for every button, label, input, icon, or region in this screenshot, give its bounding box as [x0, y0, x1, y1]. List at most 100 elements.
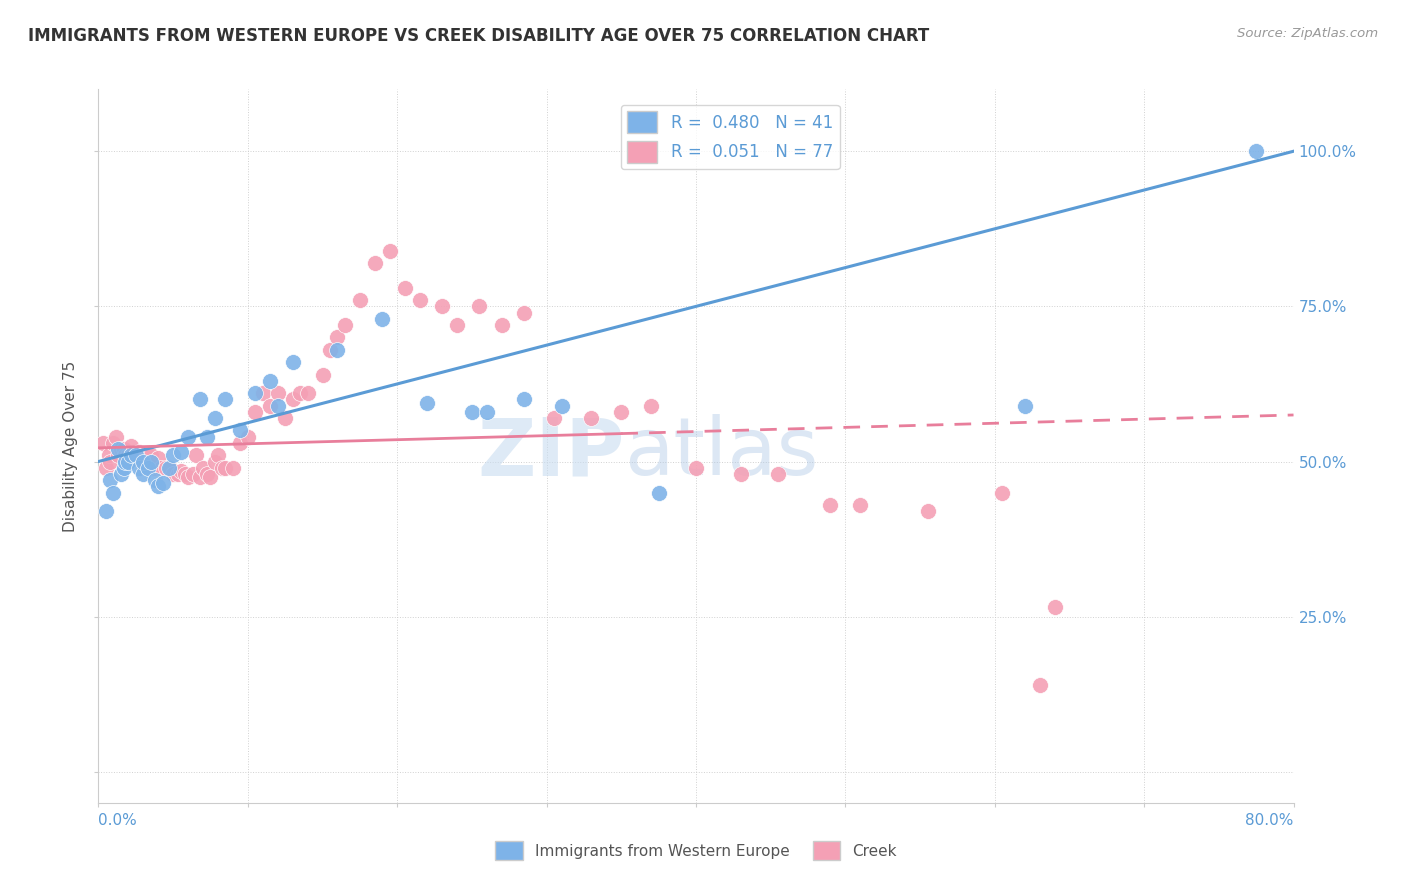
Text: Source: ZipAtlas.com: Source: ZipAtlas.com: [1237, 27, 1378, 40]
Point: [371, 311, 394, 326]
Point: [326, 330, 349, 344]
Point: [416, 395, 439, 409]
Point: [94, 460, 117, 475]
Point: [197, 467, 219, 481]
Point: [139, 454, 162, 468]
Point: [468, 299, 491, 313]
Point: [394, 281, 416, 295]
Point: [1244, 145, 1267, 159]
Point: [319, 343, 342, 357]
Point: [513, 392, 536, 407]
Point: [491, 318, 513, 332]
Point: [1043, 600, 1066, 615]
Point: [132, 454, 155, 468]
Point: [1028, 678, 1050, 692]
Text: 80.0%: 80.0%: [1246, 813, 1294, 828]
Point: [117, 448, 139, 462]
Point: [136, 460, 159, 475]
Point: [214, 460, 236, 475]
Point: [110, 467, 132, 481]
Point: [181, 467, 204, 481]
Point: [214, 392, 236, 407]
Point: [169, 445, 191, 459]
Point: [148, 479, 170, 493]
Point: [766, 467, 789, 481]
Point: [333, 318, 356, 332]
Point: [103, 485, 125, 500]
Point: [188, 470, 211, 484]
Point: [174, 467, 197, 481]
Point: [94, 504, 117, 518]
Point: [550, 399, 572, 413]
Point: [152, 476, 174, 491]
Point: [162, 448, 184, 462]
Point: [107, 442, 129, 456]
Point: [730, 467, 752, 481]
Point: [125, 448, 148, 462]
Point: [281, 355, 304, 369]
Point: [364, 256, 387, 270]
Point: [107, 448, 129, 462]
Point: [820, 498, 842, 512]
Point: [408, 293, 430, 308]
Point: [252, 386, 274, 401]
Point: [121, 451, 143, 466]
Point: [177, 430, 200, 444]
Point: [150, 460, 173, 475]
Point: [685, 460, 707, 475]
Point: [91, 436, 114, 450]
Point: [162, 467, 184, 481]
Text: ZIP: ZIP: [477, 414, 624, 492]
Point: [112, 442, 135, 456]
Point: [105, 430, 128, 444]
Point: [184, 448, 207, 462]
Point: [461, 405, 484, 419]
Point: [245, 405, 267, 419]
Point: [274, 411, 297, 425]
Point: [204, 454, 226, 468]
Point: [197, 430, 219, 444]
Point: [200, 470, 222, 484]
Point: [229, 436, 252, 450]
Point: [132, 454, 155, 468]
Point: [640, 399, 662, 413]
Point: [169, 464, 191, 478]
Point: [114, 454, 136, 468]
Point: [610, 405, 633, 419]
Point: [128, 445, 150, 459]
Point: [142, 460, 165, 475]
Point: [166, 467, 188, 481]
Point: [139, 448, 162, 462]
Point: [267, 399, 290, 413]
Point: [112, 460, 135, 475]
Point: [204, 411, 226, 425]
Point: [100, 473, 122, 487]
Point: [132, 467, 155, 481]
Point: [188, 392, 211, 407]
Text: atlas: atlas: [624, 414, 818, 492]
Point: [117, 454, 139, 468]
Point: [311, 368, 333, 382]
Point: [207, 448, 229, 462]
Point: [114, 448, 136, 462]
Text: IMMIGRANTS FROM WESTERN EUROPE VS CREEK DISABILITY AGE OVER 75 CORRELATION CHART: IMMIGRANTS FROM WESTERN EUROPE VS CREEK …: [28, 27, 929, 45]
Point: [159, 460, 181, 475]
Point: [132, 448, 155, 462]
Point: [157, 460, 180, 475]
Point: [100, 454, 122, 468]
Point: [267, 386, 290, 401]
Point: [288, 386, 311, 401]
Point: [259, 399, 281, 413]
Point: [513, 305, 536, 319]
Point: [155, 460, 177, 475]
Point: [103, 436, 125, 450]
Text: 0.0%: 0.0%: [98, 813, 138, 828]
Point: [647, 485, 669, 500]
Point: [136, 448, 159, 462]
Point: [378, 244, 401, 258]
Point: [110, 442, 132, 456]
Point: [297, 386, 319, 401]
Point: [148, 451, 170, 466]
Point: [430, 299, 453, 313]
Point: [125, 448, 148, 462]
